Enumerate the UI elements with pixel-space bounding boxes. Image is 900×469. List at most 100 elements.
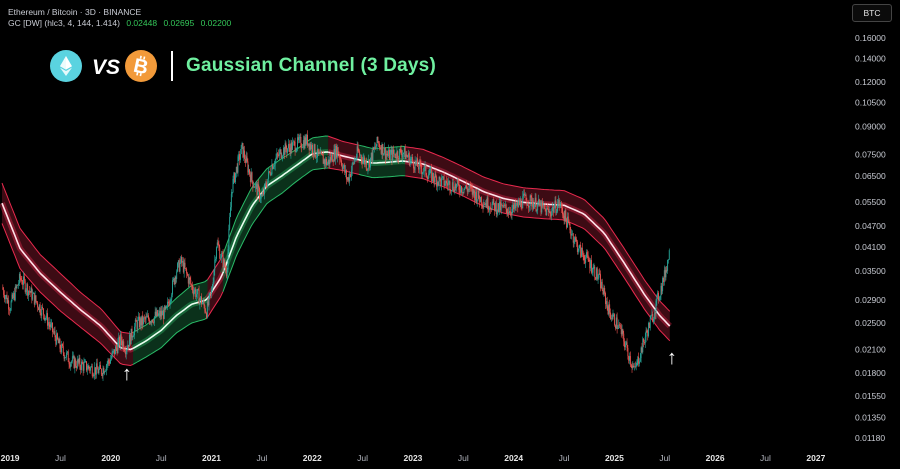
candle-body [637,356,639,361]
candle-body [253,186,255,188]
candle-body [279,149,281,152]
candle-body [316,148,318,158]
candle-body [13,292,15,301]
candle-body [628,356,630,361]
candle-body [467,188,469,192]
candle-body [360,155,362,160]
candle-body [59,339,61,349]
candle-body [482,205,484,208]
candle-body [335,145,337,160]
x-tick-label: Jul [256,453,267,463]
candle-body [612,314,614,319]
candle-body [17,284,19,286]
candle-body [565,210,567,219]
candle-body [121,340,123,346]
candle-body [504,204,505,206]
candle-body [148,315,149,320]
candle-body [77,359,79,363]
candle-body [285,143,287,150]
candle-body [405,154,407,159]
candle-body [398,158,400,160]
channel-band [222,136,329,292]
candle-body [291,142,293,150]
candle-body [66,351,68,353]
candle-body [394,153,396,158]
candle-body [261,195,263,197]
candle-body [562,214,564,216]
candle-body [545,208,547,216]
candle-body [437,181,439,186]
candle-body [159,310,161,317]
candle-body [18,273,20,284]
candle-body [436,177,438,187]
indicator-value-lower: 0.02200 [200,18,232,28]
candle-body [58,339,60,344]
candle-body [576,239,577,242]
candle-body [263,184,265,195]
candle-body [629,356,630,361]
candle-body [163,306,165,319]
candle-body [403,152,404,155]
x-tick-label: 2021 [202,453,221,463]
candle-body [667,259,669,261]
x-tick-label: 2026 [706,453,725,463]
candle-body [399,148,401,150]
indicator-legend[interactable]: GC [DW] (hlc3, 4, 144, 1.414) 0.02448 0.… [8,18,231,28]
candle-body [312,144,313,154]
candle-body [400,149,402,154]
candle-body [614,314,616,326]
candle-body [72,355,74,357]
candle-body [323,159,325,164]
candle-body [119,336,121,346]
symbol-legend[interactable]: Ethereum / Bitcoin · 3D · BINANCE [8,7,142,17]
candle-body [364,157,366,165]
candle-body [236,166,238,173]
currency-tag[interactable]: BTC [852,4,892,22]
price-axis[interactable]: 0.190000.160000.140000.120000.105000.090… [855,7,886,443]
candle-body [513,204,515,210]
candle-body [374,146,376,150]
candle-body [294,141,296,152]
candle-body [157,310,159,316]
candle-body [542,201,544,206]
candle-body [561,203,563,209]
candle-body [479,198,481,203]
candle-body [336,145,337,158]
candle-body [656,295,658,301]
candle-body [320,151,322,154]
candle-body [523,193,525,197]
candle-body [390,149,392,153]
candle-body [499,201,501,211]
time-axis[interactable]: 2019 Jul 2020 Jul 2021 Jul 2022 Jul 2023 Jul 2024 J… [1,453,826,463]
candle-body [241,143,243,145]
candle-body [496,211,498,215]
candle-body [461,192,463,193]
candle-body [293,141,295,143]
x-tick-label: Jul [559,453,570,463]
candle-body [425,165,427,176]
candle-body [415,160,417,164]
candle-body [576,241,578,252]
candle-body [201,296,202,305]
candle-body [156,310,158,317]
candle-body [230,194,232,208]
candle-body [504,204,506,206]
candle-body [153,321,154,323]
candle-body [387,154,389,156]
candle-body [31,288,33,300]
candle-body [525,194,527,201]
candle-body [611,318,613,319]
candle-body [153,316,155,323]
candle-body [152,319,154,322]
candle-body [662,277,664,292]
x-tick-label: Jul [357,453,368,463]
candle-body [87,365,89,370]
candle-body [558,199,560,206]
y-tick-label: 0.02900 [855,295,886,305]
candle-body [342,166,344,170]
candle-body [562,208,563,215]
candle-body [296,148,298,152]
candle-body [506,208,508,214]
candle-body [499,201,501,212]
